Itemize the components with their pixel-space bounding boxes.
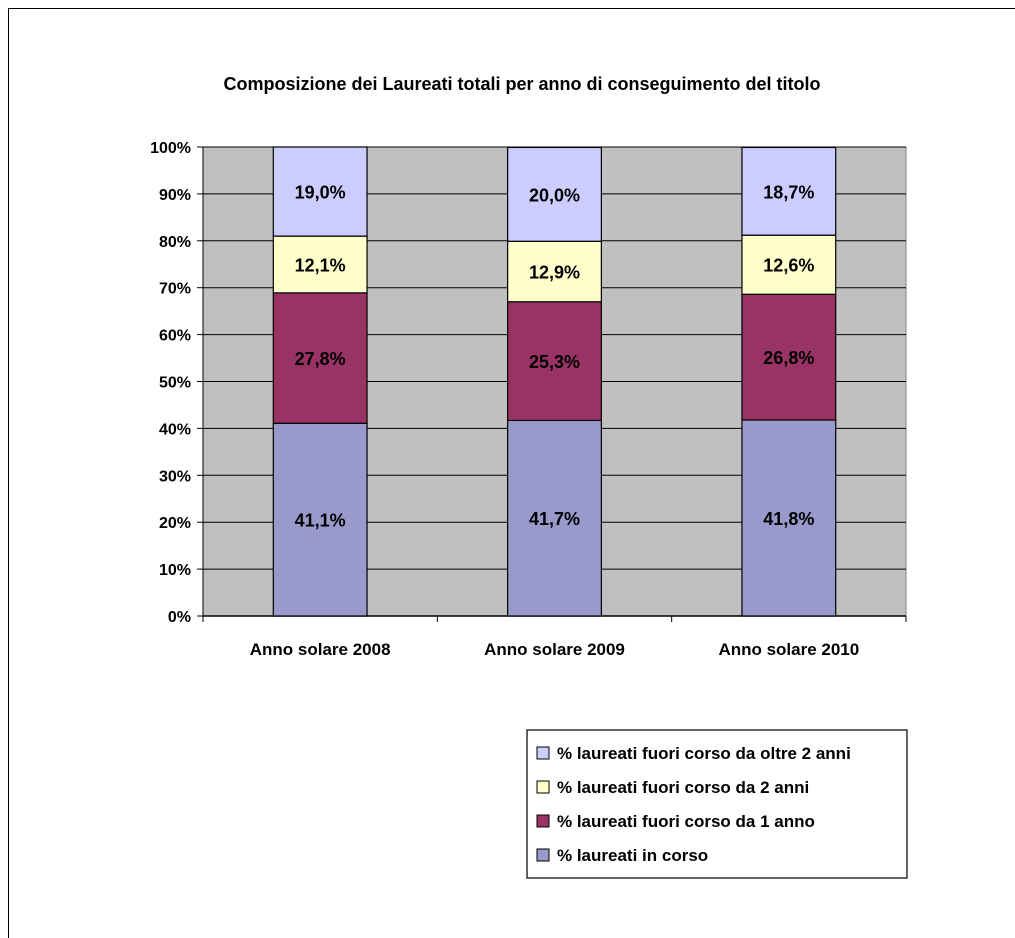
- y-tick-label: 60%: [159, 328, 191, 345]
- y-tick-label: 30%: [159, 468, 191, 485]
- data-label: 41,1%: [295, 511, 346, 531]
- chart-title: Composizione dei Laureati totali per ann…: [223, 74, 820, 94]
- bar-segment: [507, 419, 602, 617]
- y-tick-label: 50%: [159, 375, 191, 392]
- legend-entry: % laureati fuori corso da oltre 2 anni: [557, 744, 851, 763]
- data-label: 19,0%: [295, 183, 346, 203]
- y-tick-label: 70%: [159, 281, 191, 298]
- y-tick-label: 10%: [159, 562, 191, 579]
- y-tick-label: 90%: [159, 187, 191, 204]
- bar-segment: [741, 146, 837, 236]
- y-tick-label: 100%: [150, 140, 191, 157]
- data-label: 18,7%: [763, 182, 814, 202]
- y-tick-label: 20%: [159, 515, 191, 532]
- y-tick-label: 40%: [159, 421, 191, 438]
- legend-entry: % laureati fuori corso da 2 anni: [557, 778, 809, 797]
- plot-area: 0% 10% 20% 30% 40% 50% 60% 70% 80% 90% 100% 41,1% 27…: [150, 140, 907, 659]
- x-tick-label: Anno solare 2008: [250, 640, 391, 659]
- bar-segment: [272, 146, 368, 237]
- data-label: 26,8%: [763, 348, 814, 368]
- bar-segment: [741, 419, 837, 617]
- y-tick-label: 0%: [168, 609, 191, 626]
- x-tick-label: Anno solare 2009: [484, 640, 625, 659]
- bar-segment: [272, 422, 368, 617]
- bar-segment: [507, 240, 602, 303]
- legend-swatch: [536, 814, 550, 828]
- bar-segment: [741, 234, 837, 295]
- bar-segment: [507, 301, 602, 422]
- bar-segment: [272, 235, 368, 294]
- legend: % laureati fuori corso da oltre 2 anni % …: [526, 729, 908, 879]
- bar-segment: [507, 146, 602, 242]
- data-label: 12,1%: [295, 255, 346, 275]
- legend-entry: % laureati fuori corso da 1 anno: [557, 812, 815, 831]
- data-label: 20,0%: [529, 185, 580, 205]
- data-label: 12,6%: [763, 256, 814, 276]
- bar-segment: [272, 292, 368, 424]
- data-label: 27,8%: [295, 349, 346, 369]
- legend-entry: % laureati in corso: [557, 846, 708, 865]
- data-label: 41,7%: [529, 509, 580, 529]
- legend-swatch: [536, 780, 550, 794]
- y-tick-label: 80%: [159, 234, 191, 251]
- data-label: 25,3%: [529, 352, 580, 372]
- legend-box: [526, 729, 908, 879]
- data-label: 41,8%: [763, 509, 814, 529]
- legend-swatch: [536, 848, 550, 862]
- x-tick-label: Anno solare 2010: [718, 640, 859, 659]
- data-label: 12,9%: [529, 263, 580, 283]
- legend-swatch: [536, 746, 550, 760]
